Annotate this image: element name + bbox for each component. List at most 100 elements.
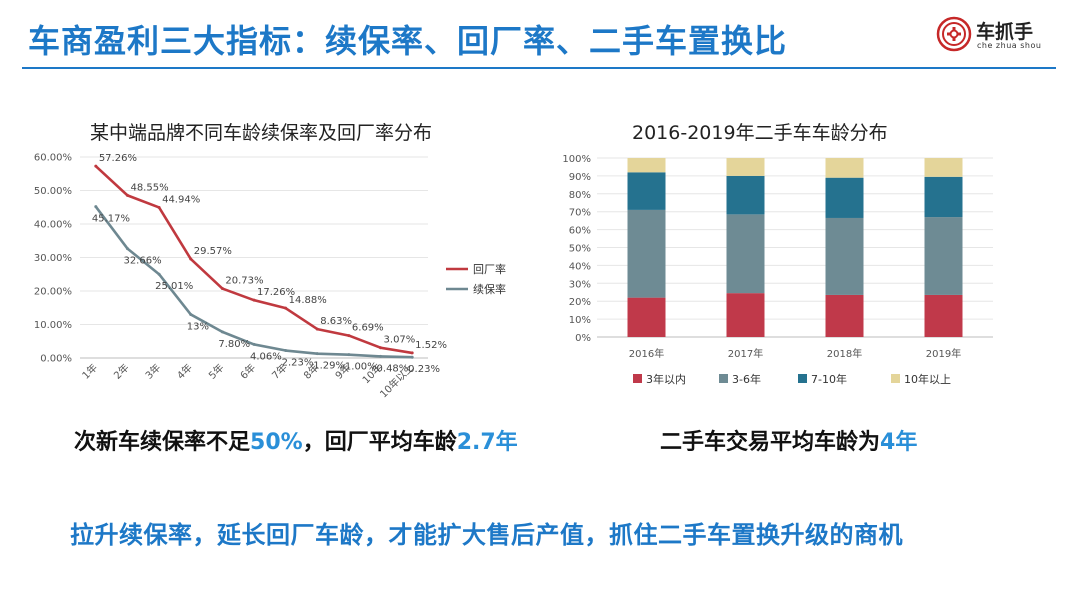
legend-swatch	[798, 374, 807, 383]
y-tick-label: 20%	[569, 297, 591, 308]
bar-segment-1	[627, 209, 666, 298]
return-renewal-line-chart: 0.00% 10.00% 20.00% 30.00% 40.00% 50.00% 60.00…	[34, 153, 506, 401]
legend-swatch	[891, 374, 900, 383]
data-point	[125, 247, 129, 251]
data-label: 32.66%	[123, 256, 161, 267]
x-tick-label: 5年	[206, 361, 227, 382]
data-point	[315, 352, 319, 356]
data-label: 2.23%	[282, 358, 314, 369]
data-label: 4.06%	[250, 351, 282, 362]
data-label: 48.55%	[130, 182, 168, 193]
y-tick-label: 50.00%	[34, 186, 72, 197]
x-tick-label: 2年	[111, 361, 132, 382]
x-tick-label: 1年	[79, 361, 100, 382]
data-point	[284, 306, 288, 310]
renewal-summary-prefix: 次新车续保率不足	[74, 430, 251, 455]
bar-segment-3	[726, 158, 765, 176]
used-car-summary-prefix: 二手车交易平均车龄为	[660, 430, 881, 455]
data-point	[157, 205, 161, 209]
data-label: 17.26%	[257, 287, 295, 298]
x-tick-label: 6年	[237, 361, 258, 382]
legend-label: 3年以内	[646, 372, 686, 386]
data-point	[189, 257, 193, 261]
data-label: 20.73%	[225, 276, 263, 287]
y-tick-label: 40.00%	[34, 220, 72, 231]
x-tick-label: 2019年	[926, 347, 961, 360]
data-label: 1.29%	[313, 361, 345, 372]
legend-label: 回厂率	[473, 262, 506, 276]
bar-segment-2	[726, 175, 765, 215]
used-car-summary: 二手车交易平均车龄为4年	[660, 424, 917, 456]
bar-segment-0	[726, 293, 765, 337]
slide-title: 车商盈利三大指标：续保率、回厂率、二手车置换比	[28, 22, 788, 60]
renewal-summary-mid: ，回厂平均车龄	[302, 430, 457, 455]
x-tick-label: 2017年	[728, 347, 763, 360]
y-tick-label: 80%	[569, 190, 591, 201]
y-tick-label: 60%	[569, 226, 591, 237]
y-tick-label: 10%	[569, 315, 591, 326]
data-label: 3.07%	[384, 335, 416, 346]
data-label: 29.57%	[194, 246, 232, 257]
y-tick-label: 30.00%	[34, 253, 72, 264]
data-label: 44.94%	[162, 194, 200, 205]
data-point	[189, 312, 193, 316]
y-tick-label: 100%	[562, 154, 591, 165]
renewal-rate-highlight: 50%	[250, 430, 303, 455]
data-label: 6.69%	[352, 323, 384, 334]
data-point	[410, 351, 414, 355]
bar-segment-2	[924, 176, 963, 218]
data-point	[410, 355, 414, 359]
data-label: 57.26%	[99, 153, 137, 164]
data-point	[157, 272, 161, 276]
brand-logo: 车抓手 che zhua shou	[936, 16, 1056, 52]
bar-segment-0	[627, 297, 666, 337]
line-chart-title: 某中端品牌不同车龄续保率及回厂率分布	[90, 122, 433, 144]
bar-segment-2	[627, 172, 666, 210]
bar-segment-1	[924, 217, 963, 295]
bar-segment-2	[825, 177, 864, 218]
data-label: 8.63%	[320, 316, 352, 327]
y-tick-label: 0.00%	[40, 354, 72, 365]
legend-swatch	[633, 374, 642, 383]
data-label: 45.17%	[92, 214, 130, 225]
x-tick-label: 2016年	[629, 347, 664, 360]
x-tick-label: 2018年	[827, 347, 862, 360]
logo-subtext: che zhua shou	[977, 41, 1042, 50]
bar-segment-1	[726, 214, 765, 294]
x-tick-label: 4年	[174, 361, 195, 382]
data-point	[94, 164, 98, 168]
data-label: 0.48%	[377, 363, 409, 374]
legend-label: 3-6年	[732, 372, 761, 386]
x-tick-label: 3年	[142, 361, 163, 382]
data-label: 14.88%	[289, 295, 327, 306]
data-label: 7.80%	[218, 339, 250, 350]
data-point	[252, 342, 256, 346]
y-tick-label: 70%	[569, 208, 591, 219]
data-point	[347, 353, 351, 357]
data-point	[252, 298, 256, 302]
data-point	[315, 327, 319, 331]
conclusion-text: 拉升续保率，延长回厂车龄，才能扩大售后产值，抓住二手车置换升级的商机	[70, 521, 903, 549]
y-tick-label: 0%	[575, 333, 591, 344]
y-tick-label: 50%	[569, 244, 591, 255]
y-tick-label: 90%	[569, 172, 591, 183]
y-tick-label: 20.00%	[34, 287, 72, 298]
used-car-age-stacked-bar-chart: 0% 10% 20% 30% 40% 50% 60% 70% 80% 90% 100% 2016年 20…	[562, 154, 993, 386]
data-label: 0.23%	[408, 364, 440, 375]
legend-label: 7-10年	[811, 372, 847, 386]
data-point	[347, 334, 351, 338]
legend-swatch	[719, 374, 728, 383]
renewal-summary: 次新车续保率不足50%，回厂平均车龄2.7年	[74, 424, 518, 456]
logo-text: 车抓手	[976, 21, 1034, 43]
bar-segment-0	[825, 294, 864, 337]
data-point	[379, 354, 383, 358]
data-label: 25.01%	[155, 281, 193, 292]
bar-segment-0	[924, 294, 963, 337]
logo-icon	[936, 16, 972, 52]
used-car-age-highlight: 4年	[880, 430, 918, 455]
title-divider	[22, 67, 1056, 69]
data-point	[125, 193, 129, 197]
legend-label: 10年以上	[904, 372, 951, 386]
data-label: 1.00%	[345, 362, 377, 373]
y-tick-label: 60.00%	[34, 153, 72, 164]
